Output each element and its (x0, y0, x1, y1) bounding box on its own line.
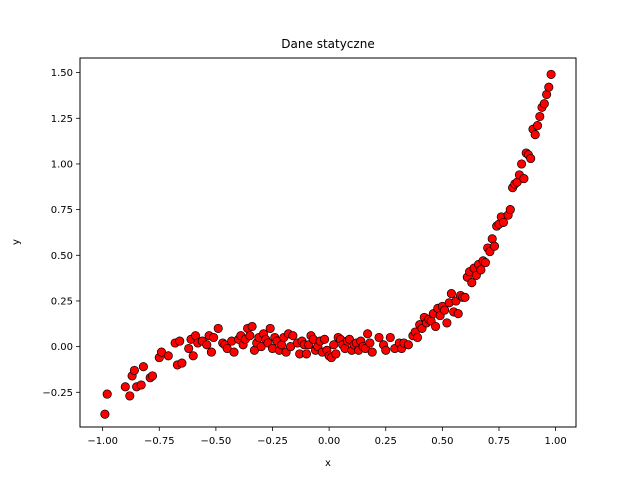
data-point (125, 391, 135, 401)
y-tick-label: 1.50 (51, 68, 73, 79)
data-point (363, 329, 373, 339)
x-axis-ticks: −1.00 −0.75 −0.50 −0.25 0.00 0.25 0.50 0.75 1.00 (87, 427, 567, 447)
data-point (412, 332, 423, 343)
data-point (138, 362, 148, 372)
data-point (530, 130, 540, 140)
data-point (202, 340, 212, 350)
data-point (546, 69, 556, 79)
data-point (102, 389, 112, 399)
chart-title: Dane statyczne (281, 37, 374, 51)
data-point (517, 159, 527, 169)
data-point (532, 121, 543, 131)
data-point (535, 111, 545, 122)
data-point (188, 351, 198, 361)
data-point (476, 265, 486, 275)
y-tick-label: 1.00 (51, 159, 73, 170)
data-point (453, 309, 463, 319)
y-axis-ticks: −0.25 0.00 0.25 0.50 0.75 1.00 1.25 1.50 (42, 68, 80, 399)
x-tick-label: −0.25 (257, 436, 288, 447)
data-point (147, 371, 158, 381)
data-point (177, 358, 187, 368)
data-point (120, 382, 130, 392)
y-tick-label: 0.00 (51, 342, 73, 353)
data-point (206, 347, 216, 357)
data-point (480, 258, 490, 268)
data-point (175, 336, 185, 346)
data-point (403, 340, 413, 350)
data-point (519, 174, 529, 184)
data-point (184, 343, 194, 354)
data-point (265, 323, 275, 333)
data-point (498, 217, 509, 227)
data-point (526, 153, 536, 164)
data-point (329, 340, 339, 350)
x-tick-label: −0.75 (144, 436, 175, 447)
data-point (245, 331, 255, 341)
data-point (288, 331, 298, 341)
data-point (385, 332, 395, 343)
data-points (100, 69, 556, 419)
data-point (331, 349, 341, 359)
data-point (100, 409, 110, 419)
data-point (129, 365, 139, 375)
y-axis-label: y (11, 239, 22, 245)
data-point (442, 318, 452, 328)
x-tick-label: 0.25 (375, 436, 397, 447)
data-point (163, 351, 173, 361)
x-tick-label: 0.50 (431, 436, 453, 447)
y-tick-label: 0.25 (51, 296, 73, 307)
y-tick-label: 0.50 (51, 251, 73, 262)
data-point (505, 205, 515, 215)
data-point (229, 347, 239, 357)
data-point (446, 289, 456, 299)
y-tick-label: 1.25 (51, 114, 73, 125)
data-point (544, 82, 554, 92)
x-tick-label: 0.00 (318, 436, 340, 447)
data-point (431, 321, 441, 332)
x-tick-label: 1.00 (544, 436, 566, 447)
data-point (136, 380, 146, 390)
y-tick-label: 0.75 (51, 205, 73, 216)
data-point (301, 349, 312, 359)
x-axis-label: x (325, 458, 331, 469)
data-point (440, 305, 450, 315)
data-point (320, 334, 330, 344)
data-point (365, 338, 375, 348)
x-tick-label: −1.00 (87, 436, 118, 447)
data-point (374, 332, 384, 343)
axes-frame (79, 57, 577, 428)
data-point (489, 241, 500, 251)
y-tick-label: −0.25 (42, 388, 73, 399)
data-point (460, 292, 470, 302)
x-tick-label: −0.50 (201, 436, 232, 447)
data-point (209, 332, 219, 343)
data-point (367, 347, 377, 357)
x-tick-label: 0.75 (488, 436, 510, 447)
data-point (539, 99, 549, 109)
data-point (213, 323, 223, 333)
data-point (381, 345, 391, 355)
data-point (467, 278, 477, 288)
data-point (247, 321, 257, 332)
